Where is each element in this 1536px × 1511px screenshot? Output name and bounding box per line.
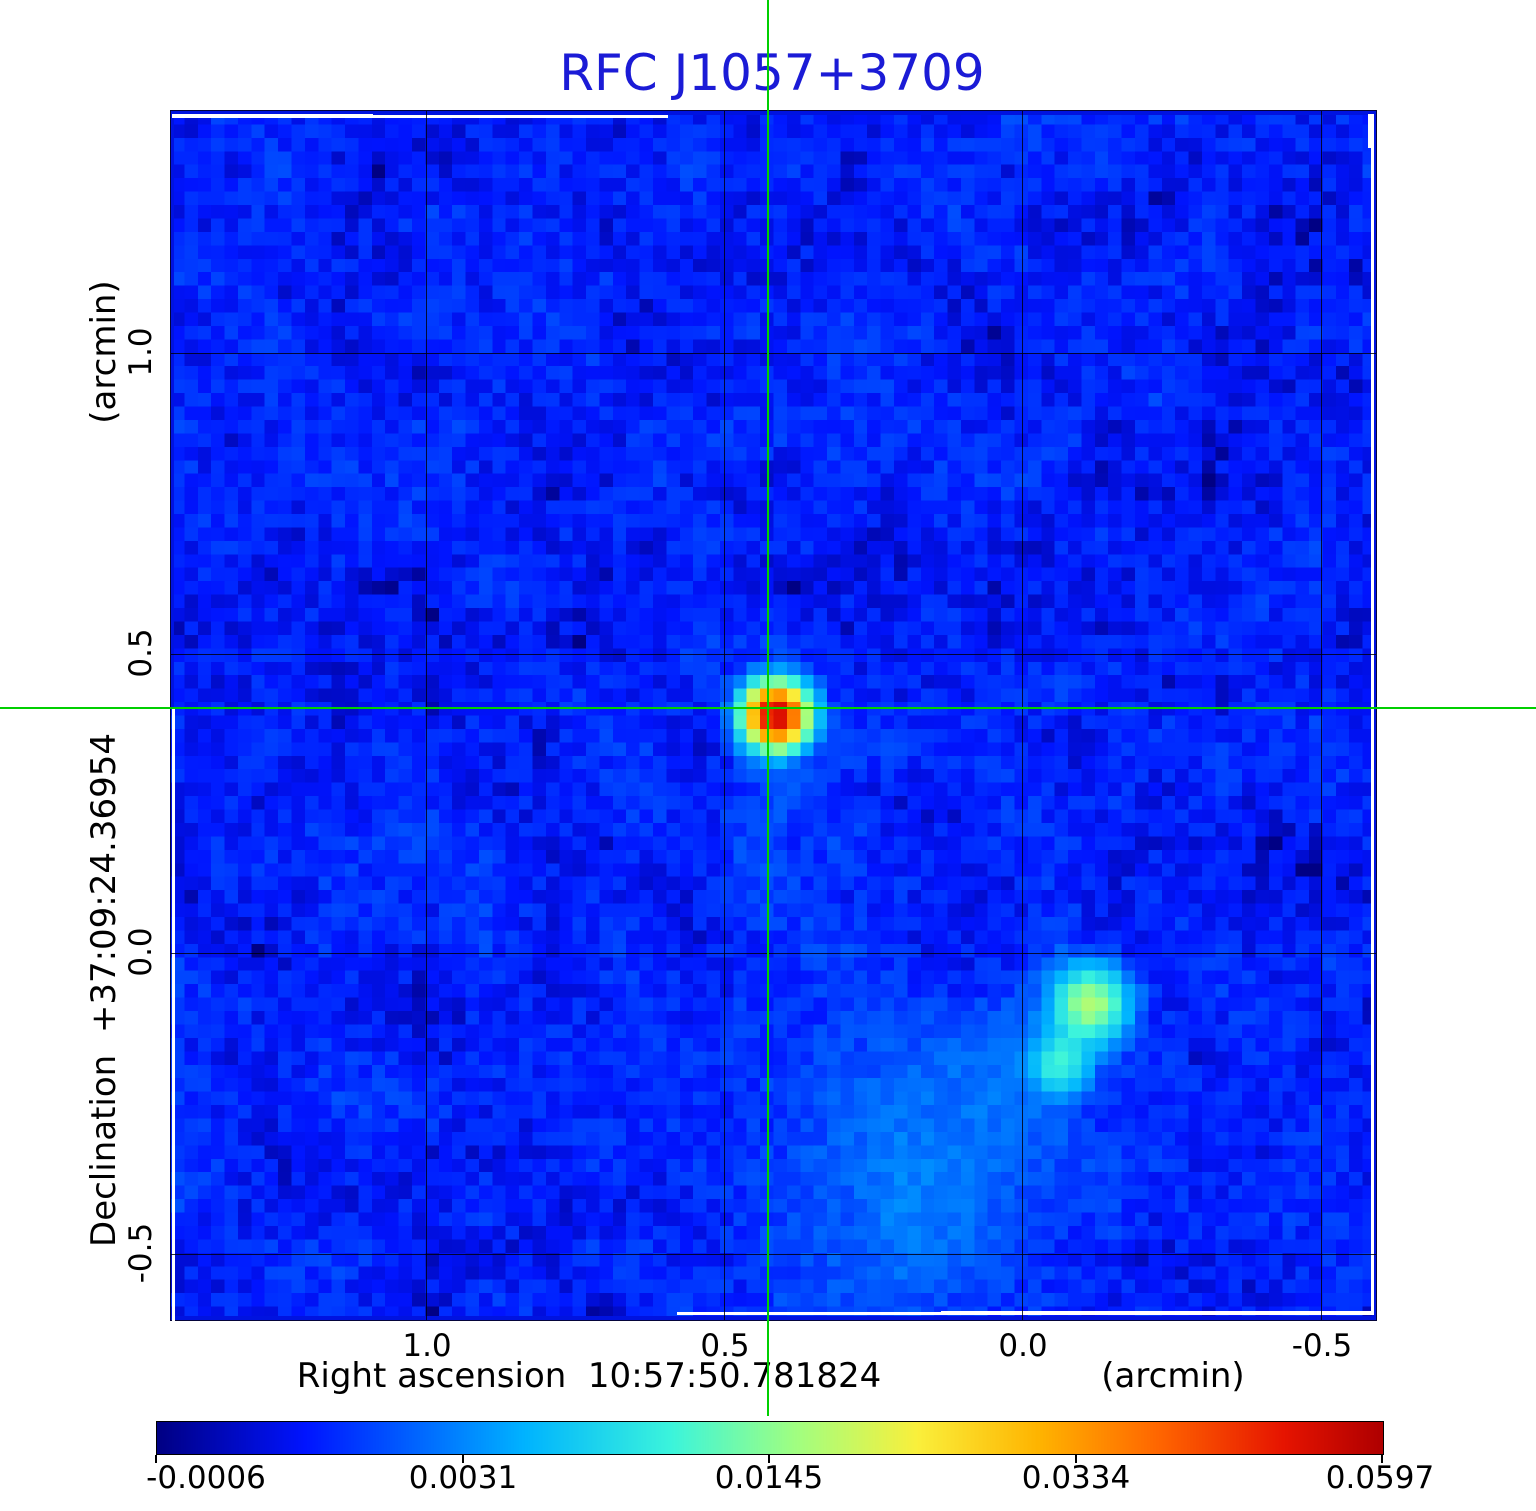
image-edge-artifact <box>1368 114 1374 148</box>
grid-line-horizontal <box>171 953 1376 954</box>
colorbar-tick <box>1381 1455 1383 1463</box>
image-edge-artifact <box>941 1311 1374 1315</box>
colorbar-tick <box>462 1455 464 1463</box>
x-tick-label: 1.0 <box>402 1328 452 1364</box>
y-tick-label: 1.0 <box>123 327 159 377</box>
image-edge-artifact <box>172 115 668 118</box>
sky-map-image <box>171 111 1376 1320</box>
colorbar-tick-label: -0.0006 <box>146 1460 266 1496</box>
image-edge-artifact <box>1371 145 1374 1315</box>
y-axis-unit: (arcmin) <box>84 280 124 424</box>
y-tick-label: 0.0 <box>123 927 159 977</box>
grid-line-horizontal <box>171 353 1376 354</box>
y-tick-label: -0.5 <box>123 1222 159 1284</box>
image-edge-artifact <box>172 114 373 118</box>
grid-line-horizontal <box>171 1254 1376 1255</box>
y-axis-title: Declination +37:09:24.36954 <box>84 733 124 1247</box>
grid-line-vertical <box>426 111 427 1320</box>
image-edge-frame-left <box>171 111 174 709</box>
image-edge-frame-bottom <box>171 1316 1376 1320</box>
colorbar-tick-label: 0.0334 <box>1021 1460 1131 1496</box>
colorbar-tick <box>1075 1455 1077 1463</box>
x-axis-title: Right ascension 10:57:50.781824 <box>296 1356 882 1396</box>
x-tick-label: 0.5 <box>700 1328 750 1364</box>
colorbar-tick-label: 0.0031 <box>408 1460 518 1496</box>
x-axis-unit: (arcmin) <box>1101 1356 1245 1396</box>
colorbar-tick-label: 0.0145 <box>714 1460 824 1496</box>
grid-line-vertical <box>724 111 725 1320</box>
image-edge-frame-top <box>171 111 1376 115</box>
colorbar-tick <box>768 1455 770 1463</box>
colorbar-tick <box>155 1455 157 1463</box>
colorbar <box>156 1421 1384 1455</box>
plot-title: RFC J1057+3709 <box>559 44 985 102</box>
grid-line-horizontal <box>171 654 1376 655</box>
x-tick-label: -0.5 <box>1291 1328 1353 1364</box>
y-tick-label: 0.5 <box>123 628 159 678</box>
x-tick-label: 0.0 <box>998 1328 1048 1364</box>
image-edge-frame-right <box>1372 111 1376 1320</box>
sky-map-plot <box>170 110 1377 1417</box>
image-edge-artifact <box>172 709 175 1417</box>
colorbar-tick-label: 0.0597 <box>1325 1460 1435 1496</box>
grid-line-vertical <box>1022 111 1023 1320</box>
colorbar-gradient <box>157 1422 1383 1454</box>
crosshair-horizontal-line <box>0 707 1536 709</box>
grid-line-vertical <box>1321 111 1322 1320</box>
